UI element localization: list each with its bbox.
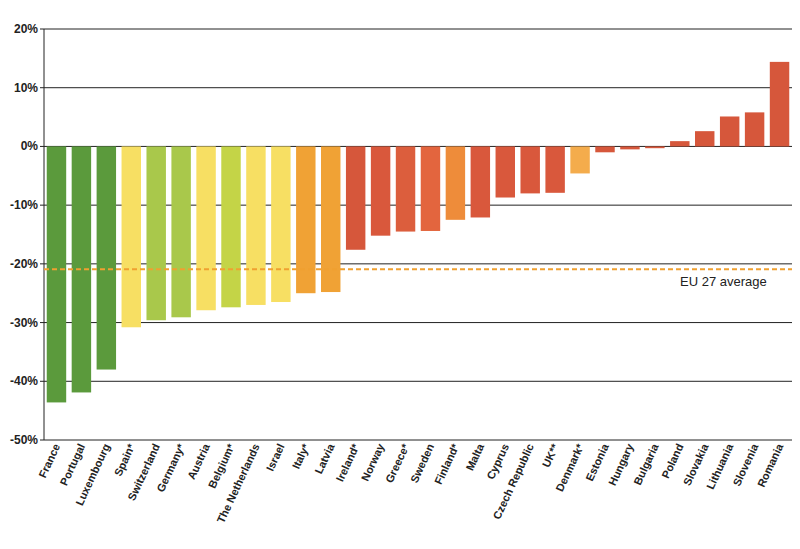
x-tick-label: Poland	[659, 442, 685, 480]
y-tick-label: -40%	[10, 374, 38, 388]
reference-line	[44, 268, 792, 270]
bar	[670, 141, 689, 146]
bar	[595, 146, 614, 152]
x-tick-label: Czech Republic	[491, 442, 536, 521]
bar	[570, 146, 589, 173]
y-tick-label: 0%	[21, 139, 39, 153]
bar	[520, 146, 539, 193]
grid-line	[40, 87, 792, 88]
x-tick-label: Italy*	[290, 441, 312, 471]
bar	[246, 146, 265, 305]
bar	[221, 146, 240, 307]
bar	[496, 146, 515, 197]
x-tick-label: UK**	[540, 441, 562, 469]
x-tick-label: Ireland*	[334, 441, 362, 483]
x-tick-label: France	[36, 442, 62, 480]
bar	[645, 146, 664, 148]
x-tick-label: Spain*	[112, 441, 138, 478]
bar	[146, 146, 165, 320]
x-tick-label: Germany*	[154, 441, 187, 494]
x-tick-label: Switzerland	[125, 442, 162, 502]
bar	[720, 116, 739, 146]
bar	[321, 146, 340, 292]
x-tick-label: Cyprus	[484, 442, 511, 481]
bar	[745, 112, 764, 146]
bar	[471, 146, 490, 217]
x-tick-label: Norway	[359, 441, 387, 483]
x-tick-label: Greece*	[383, 441, 412, 484]
bars	[44, 62, 792, 403]
bar	[421, 146, 440, 231]
bar	[296, 146, 315, 293]
bar	[97, 146, 116, 369]
x-tick-label: Israel	[264, 442, 287, 473]
grid-line	[40, 322, 792, 323]
y-tick-label: -10%	[10, 198, 38, 212]
bar	[770, 62, 789, 147]
bar	[396, 146, 415, 231]
y-tick-label: 20%	[14, 22, 38, 36]
bar	[446, 146, 465, 219]
grid-line	[40, 440, 792, 441]
y-tick-label: -20%	[10, 257, 38, 271]
x-tick-label: Romania	[755, 441, 786, 489]
y-tick-label: -30%	[10, 316, 38, 330]
bar	[196, 146, 215, 310]
bar	[695, 131, 714, 146]
x-tick-label: Latvia	[312, 441, 337, 476]
grid-line	[40, 29, 792, 30]
reference-label: EU 27 average	[680, 274, 767, 289]
bar	[171, 146, 190, 317]
grid-line	[40, 381, 792, 382]
x-tick-label: Bulgaria	[631, 441, 661, 487]
bar	[271, 146, 290, 302]
bar	[620, 146, 639, 149]
bar	[122, 146, 141, 327]
x-tick-label: Luxembourg	[73, 442, 112, 507]
x-tick-label: Finland*	[432, 441, 462, 486]
x-tick-label: Estonia	[583, 441, 611, 483]
bar	[47, 146, 66, 402]
y-tick-label: 10%	[14, 81, 38, 95]
x-tick-label: Austria	[185, 441, 212, 481]
x-tick-label: The Netherlands	[214, 442, 261, 525]
chart: 20% 10% 0% -10% -20% -30% -40% -50% EU 27 averag…	[0, 0, 800, 549]
y-axis	[44, 29, 45, 440]
y-tick-label: -50%	[10, 433, 38, 447]
x-tick-label: Malta	[463, 441, 486, 472]
bar	[346, 146, 365, 249]
bar	[545, 146, 564, 192]
x-tick-label: Denmark*	[553, 441, 586, 493]
bar	[371, 146, 390, 235]
x-tick-label: Sweden	[408, 442, 437, 485]
